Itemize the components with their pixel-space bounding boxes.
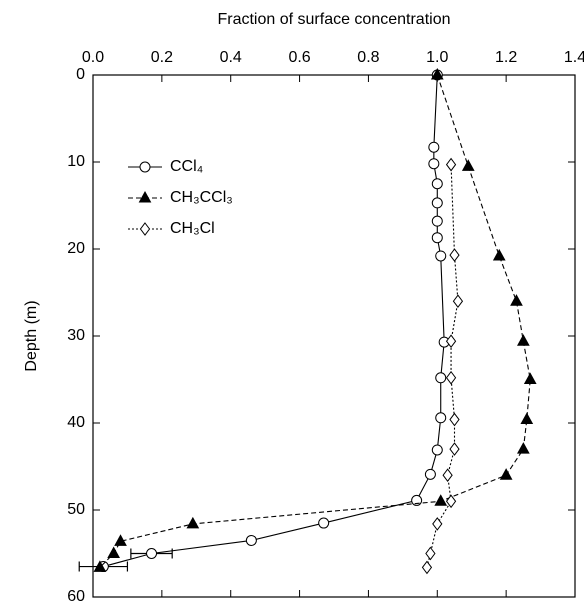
series-line [99, 74, 531, 568]
data-point [523, 372, 537, 384]
x-tick-label: 1.0 [426, 49, 448, 66]
data-point [435, 250, 447, 262]
data-point [186, 516, 200, 529]
data-point [107, 546, 121, 558]
legend-label: CCl₄ [170, 158, 203, 175]
legend-marker [139, 161, 151, 173]
series-line [426, 164, 459, 568]
y-tick-label: 0 [76, 66, 85, 83]
data-point [114, 534, 127, 546]
data-point [431, 444, 443, 456]
x-tick-label: 0.6 [288, 49, 310, 66]
data-point [425, 546, 436, 561]
data-point [445, 370, 457, 385]
legend-label: CH₃Cl [170, 220, 215, 237]
x-tick-label: 1.4 [564, 49, 584, 66]
data-point [435, 372, 447, 384]
x-tick-label: 0.0 [82, 49, 104, 66]
series-line [103, 74, 445, 568]
y-tick-label: 20 [67, 240, 85, 257]
y-tick-label: 10 [67, 153, 85, 170]
x-tick-label: 0.2 [151, 49, 173, 66]
data-point [520, 412, 534, 425]
y-tick-label: 40 [67, 414, 85, 431]
data-point [449, 442, 460, 456]
data-point [428, 141, 440, 153]
y-tick-label: 60 [67, 588, 85, 603]
data-point [431, 197, 443, 209]
data-point [431, 215, 443, 227]
data-point [245, 534, 257, 546]
data-point [432, 517, 443, 531]
plot-frame [92, 74, 576, 598]
data-point [431, 232, 443, 244]
x-tick-label: 0.4 [220, 49, 242, 66]
legend-marker [138, 190, 152, 203]
data-point [146, 548, 158, 559]
data-point [431, 178, 443, 190]
y-tick-label: 50 [67, 501, 85, 518]
data-point [445, 334, 457, 349]
data-point [428, 158, 440, 170]
data-point [452, 294, 464, 309]
data-point [430, 67, 444, 80]
data-point [435, 412, 447, 424]
legend-marker [139, 222, 151, 236]
data-point [517, 442, 530, 454]
legend-label: CH₃CCl₃ [170, 189, 233, 206]
y-axis-label: Depth (m) [23, 300, 40, 371]
data-point [449, 248, 460, 262]
data-point [445, 494, 457, 509]
x-axis-label: Fraction of surface concentration [217, 11, 450, 28]
data-point [449, 412, 460, 427]
data-point [461, 159, 475, 171]
x-tick-label: 1.2 [495, 49, 517, 66]
data-point [421, 560, 433, 575]
data-point [424, 468, 436, 480]
data-point [318, 517, 330, 529]
data-point [93, 560, 107, 572]
data-point [517, 334, 530, 346]
data-point [492, 248, 506, 261]
data-point [445, 157, 457, 172]
data-point [499, 468, 513, 480]
data-point [442, 468, 453, 483]
data-point [510, 294, 523, 306]
y-tick-label: 30 [67, 327, 85, 344]
data-point [434, 494, 448, 506]
x-tick-label: 0.8 [357, 49, 379, 66]
